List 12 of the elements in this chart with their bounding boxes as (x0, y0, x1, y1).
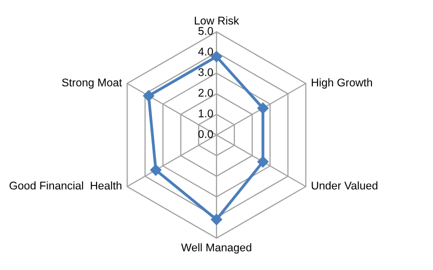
y-tick-label: 4.0 (198, 48, 213, 56)
y-tick-label: 0.0 (198, 130, 213, 138)
spoke-label: Strong Moat (62, 78, 122, 89)
spoke-label: Good Financial Health (10, 181, 122, 190)
spoke-label: Under Valued (312, 181, 378, 190)
y-tick-label: 1.0 (198, 109, 213, 118)
spoke-label: High Growth (312, 78, 372, 89)
y-tick-label: 2.0 (198, 88, 213, 97)
y-tick-label: 3.0 (198, 68, 213, 76)
spoke-label: Well Managed (181, 243, 252, 254)
y-tick-label: 5.0 (198, 27, 213, 35)
spoke-label: Low Risk (194, 16, 240, 25)
